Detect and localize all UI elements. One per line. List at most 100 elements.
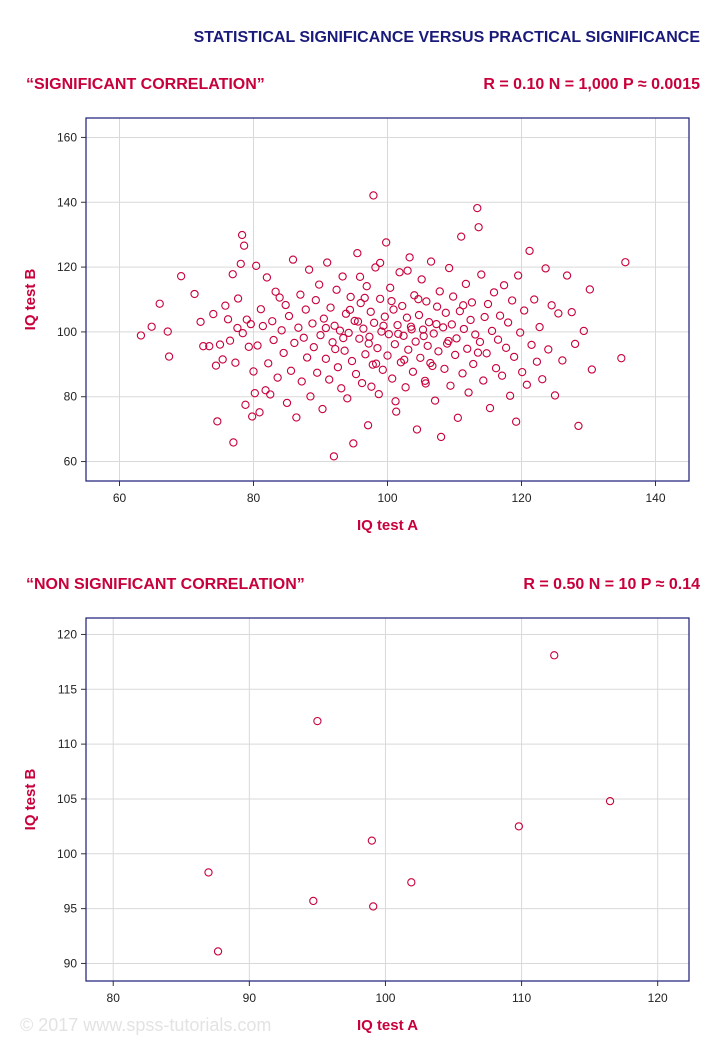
data-point [204,868,213,877]
data-point [446,381,455,390]
data-point [221,301,230,310]
data-point [155,299,164,308]
data-point [349,439,358,448]
data-point [587,365,596,374]
data-point [371,359,381,368]
data-point [297,377,306,386]
y-axis-title: IQ test B [22,768,39,830]
data-point [218,355,227,364]
data-point [253,341,262,350]
data-point [458,369,467,378]
y-tick-label: 95 [64,902,78,916]
data-point [266,390,275,399]
y-tick-label: 60 [64,455,78,469]
data-point [250,389,259,398]
data-point [525,246,534,256]
data-point [550,391,560,400]
data-point [419,331,428,341]
data-point [304,265,314,274]
data-point [319,314,328,323]
data-point [444,336,453,346]
data-point [530,295,539,304]
data-point [538,375,547,384]
data-point [485,403,495,413]
data-point [228,270,237,279]
data-point [438,323,448,332]
data-point [390,340,400,349]
data-point [290,338,299,348]
data-point [344,328,353,338]
data-point [480,312,489,322]
x-tick-label: 100 [377,491,397,505]
data-point [378,365,387,374]
data-point [435,287,444,296]
data-point [395,268,404,277]
data-point [558,356,567,365]
data-point [326,303,335,312]
data-point [461,279,471,289]
data-point [574,421,583,431]
data-point [399,331,408,340]
data-point [511,417,521,426]
x-tick-label: 60 [113,491,127,505]
data-point [516,328,525,337]
data-point [464,388,473,397]
data-point [474,223,483,232]
data-point [345,305,355,315]
data-point [426,358,435,368]
data-point [469,359,478,369]
data-point [417,275,426,284]
data-point [350,316,359,326]
y-tick-label: 105 [57,792,77,806]
data-point [384,330,393,339]
data-point [255,408,264,417]
data-point [375,258,385,268]
data-point [412,425,422,434]
data-point [244,342,253,351]
data-point [367,382,376,391]
scatter-chart-significant: 60 80 100 120 140 60 80 100 120 140 160 IQ test A IQ… [22,117,690,534]
data-point [453,413,462,422]
x-tick-label: 120 [511,491,531,505]
data-point [499,281,509,290]
data-point [355,272,365,281]
data-point [400,355,409,364]
data-point [449,292,458,301]
data-point [325,375,334,384]
data-point [306,392,315,401]
watermark: © 2017 www.spss-tutorials.com [20,1015,272,1035]
y-tick-label: 90 [64,956,78,970]
data-point [475,337,485,347]
data-point [402,313,412,322]
data-point [416,353,425,362]
data-point [312,368,322,377]
data-point [418,325,428,334]
data-point [313,716,322,726]
data-point [236,259,245,268]
y-tick-label: 120 [57,627,77,641]
data-point [489,288,499,297]
data-point [426,257,436,266]
data-point [323,258,332,267]
data-point [318,404,327,414]
data-point [335,326,345,335]
data-point [367,836,376,845]
data-point [277,326,286,335]
data-point [380,312,389,321]
data-point [343,394,352,403]
data-point [382,238,391,247]
data-point [321,354,331,363]
data-point [229,438,238,447]
data-point [405,253,414,262]
data-point [457,232,466,241]
data-point [361,350,370,359]
data-point [147,322,156,331]
data-point [362,282,371,291]
data-point [467,298,477,307]
data-point [163,327,172,336]
data-point [211,361,221,370]
data-point [371,263,380,272]
data-point [209,309,218,319]
data-point [377,327,386,336]
data-point [501,343,511,352]
